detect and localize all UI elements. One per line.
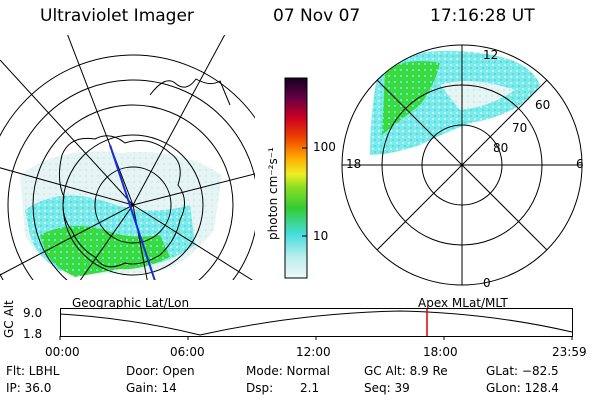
time-tick-06: 06:00 (170, 345, 205, 359)
mlt-label-18: 18 (346, 157, 362, 171)
time-label: 17:16:28 UT (430, 6, 535, 26)
glon-readout: GLon: 128.4 (486, 381, 559, 395)
instrument-title: Ultraviolet Imager (40, 6, 194, 26)
geographic-map (0, 35, 255, 293)
aurora-green-region (40, 226, 170, 277)
glat-readout: GLat: −82.5 (486, 364, 559, 378)
mlt-polar-plot (341, 44, 583, 286)
seq-readout: Seq: 39 (364, 381, 410, 395)
mlat-label-60: 60 (535, 98, 551, 112)
date-label: 07 Nov 07 (273, 6, 361, 26)
gain-readout: Gain: 14 (126, 381, 177, 395)
color-bar (284, 77, 308, 279)
alt-axis-label: GC Alt (2, 300, 16, 338)
filter-readout: Flt: LBHL (6, 364, 60, 378)
altitude-curve (59, 310, 573, 336)
time-tick-18: 18:00 (423, 345, 458, 359)
alt-tick-9: 9.0 (23, 306, 43, 320)
colorbar-tick-100: 100 (313, 140, 336, 154)
coastline-peninsula (149, 78, 231, 106)
alt-tick-1-8: 1.8 (23, 327, 43, 341)
right-panel-caption: Apex MLat/MLT (418, 296, 508, 310)
left-panel-caption: Geographic Lat/Lon (72, 296, 190, 310)
mode-readout: Mode: Normal (246, 364, 330, 378)
time-tick-2359: 23:59 (552, 345, 587, 359)
gc-alt-readout: GC Alt: 8.9 Re (364, 364, 448, 378)
colorbar-tick-10: 10 (313, 229, 329, 243)
door-readout: Door: Open (126, 364, 195, 378)
ip-readout: IP: 36.0 (6, 381, 52, 395)
aurora-green-right (382, 61, 440, 135)
colorbar-unit-label: photon cm⁻²s⁻¹ (266, 147, 280, 240)
mlat-label-70: 70 (512, 121, 528, 135)
coastline-island (125, 288, 140, 293)
noon-meridian-line (109, 144, 156, 280)
time-tick-00: 00:00 (45, 345, 80, 359)
mlt-label-6: 6 (576, 157, 584, 171)
mlat-label-80: 80 (493, 141, 509, 155)
mlt-label-0: 0 (483, 276, 491, 290)
altitude-plot (59, 308, 573, 340)
coastline (58, 135, 185, 268)
time-tick-12: 12:00 (296, 345, 331, 359)
mlt-label-12: 12 (483, 48, 499, 62)
dsp-value: 2.1 (300, 381, 320, 395)
dsp-label: Dsp: (246, 381, 274, 395)
